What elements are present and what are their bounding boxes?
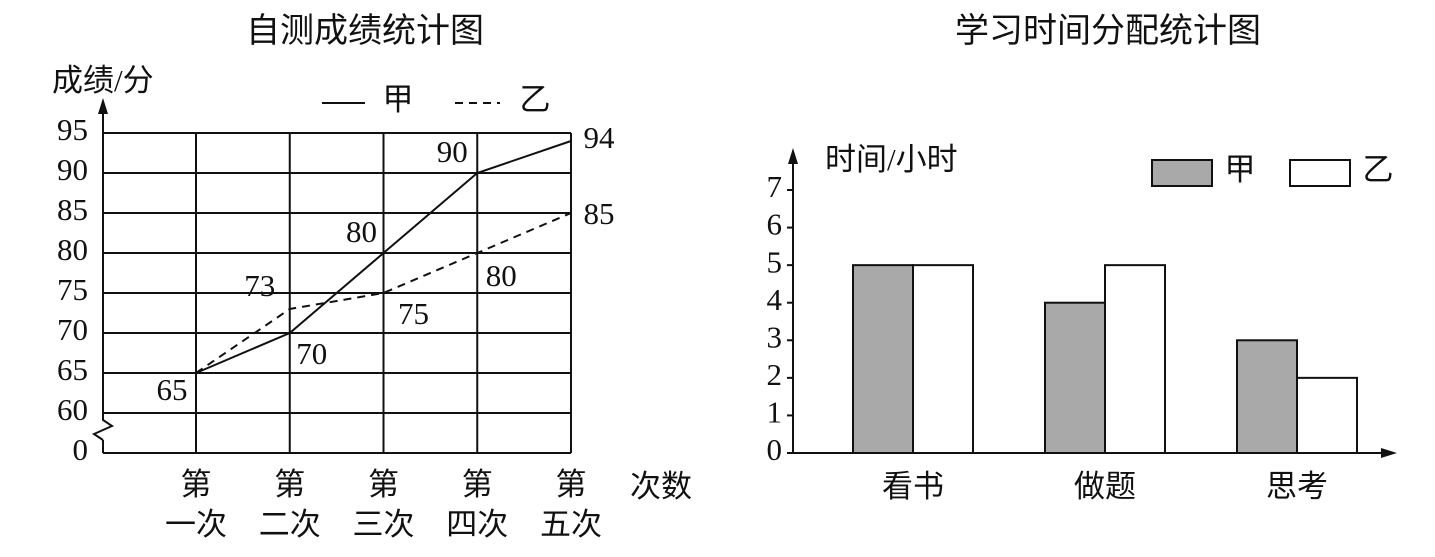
y-tick-label: 90 bbox=[57, 152, 88, 187]
y-tick-label: 95 bbox=[57, 112, 88, 147]
legend-label: 甲 bbox=[383, 82, 414, 117]
legend-label: 乙 bbox=[1363, 152, 1394, 187]
y-tick-label: 7 bbox=[767, 169, 783, 204]
bar bbox=[1044, 301, 1106, 455]
x-tick-label: 做题 bbox=[1074, 469, 1136, 504]
x-tick-label: 第五次 bbox=[540, 467, 602, 542]
y-tick-label: 0 bbox=[73, 432, 89, 467]
y-tick-label: 1 bbox=[767, 395, 783, 430]
axis-arrow bbox=[788, 148, 798, 164]
x-tick-label: 思考 bbox=[1266, 469, 1328, 504]
y-tick-label: 2 bbox=[767, 357, 783, 392]
data-label: 80 bbox=[486, 258, 517, 293]
y-axis bbox=[91, 98, 115, 453]
data-line bbox=[195, 140, 572, 374]
bar bbox=[1296, 376, 1358, 455]
legend-swatch bbox=[1151, 159, 1213, 187]
bar bbox=[1236, 339, 1298, 454]
y-tick-label: 3 bbox=[767, 319, 783, 354]
bar bbox=[912, 264, 974, 454]
legend-swatch bbox=[1289, 159, 1351, 187]
data-label: 75 bbox=[398, 296, 429, 331]
y-tick-label: 80 bbox=[57, 232, 88, 267]
x-tick-label: 看书 bbox=[882, 469, 944, 504]
y-tick-label: 6 bbox=[767, 207, 783, 242]
y-tick-label: 70 bbox=[57, 312, 88, 347]
y-tick-label: 5 bbox=[767, 244, 783, 279]
axis-arrow bbox=[1381, 448, 1397, 458]
y-tick-label: 60 bbox=[57, 392, 88, 427]
data-label: 65 bbox=[157, 372, 188, 407]
y-tick-label: 4 bbox=[767, 282, 783, 317]
x-axis-label: 次数 bbox=[630, 469, 692, 504]
chart-title: 自测成绩统计图 bbox=[246, 12, 484, 50]
y-tick-label: 75 bbox=[57, 272, 88, 307]
x-tick-label: 第四次 bbox=[446, 467, 508, 542]
bar bbox=[1104, 264, 1166, 454]
data-label: 70 bbox=[296, 336, 327, 371]
x-tick-label: 第一次 bbox=[165, 467, 227, 542]
bar bbox=[852, 264, 914, 454]
axis-arrow bbox=[98, 98, 108, 114]
data-label: 94 bbox=[584, 120, 616, 155]
y-tick-label: 0 bbox=[767, 432, 783, 467]
data-label: 73 bbox=[244, 268, 275, 303]
legend-label: 乙 bbox=[520, 82, 551, 117]
data-line bbox=[195, 212, 572, 374]
axis-break bbox=[91, 108, 115, 441]
x-tick-label: 第二次 bbox=[259, 467, 321, 542]
data-label: 80 bbox=[346, 214, 377, 249]
y-tick-label: 85 bbox=[57, 192, 88, 227]
data-label: 90 bbox=[437, 134, 468, 169]
x-tick-label: 第三次 bbox=[353, 467, 415, 542]
legend-label: 甲 bbox=[1225, 152, 1256, 187]
y-tick-label: 65 bbox=[57, 352, 88, 387]
chart-title: 学习时间分配统计图 bbox=[955, 12, 1261, 50]
data-label: 85 bbox=[584, 196, 615, 231]
y-axis-label: 时间/小时 bbox=[825, 142, 958, 177]
y-axis-label: 成绩/分 bbox=[52, 63, 154, 98]
